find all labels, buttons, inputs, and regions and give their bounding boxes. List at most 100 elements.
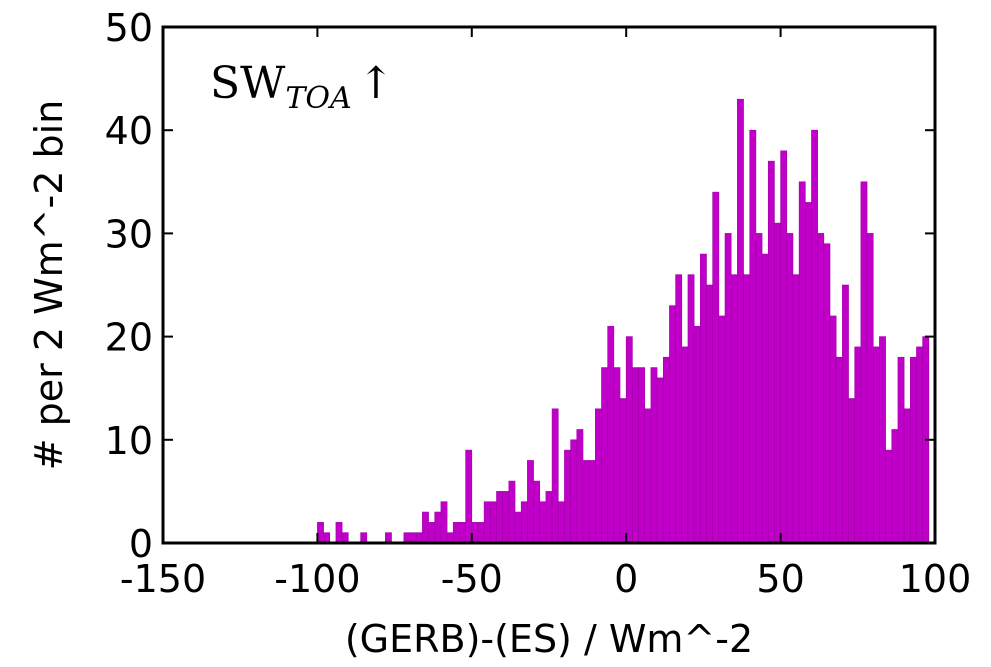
histogram-bar	[502, 491, 510, 544]
histogram-bar	[854, 346, 862, 544]
histogram-bar	[638, 367, 646, 544]
histogram-bar	[496, 491, 503, 544]
histogram-bar	[595, 408, 602, 544]
histogram-bar	[601, 367, 608, 544]
x-axis-ticks: -150 -100 -50 0 50 100	[120, 27, 971, 601]
bars-group	[317, 98, 930, 544]
histogram-bar	[798, 181, 806, 544]
histogram-bar	[755, 233, 763, 544]
x-axis-title: (GERB)-(ES) / Wm^-2	[345, 617, 753, 661]
histogram-bar	[848, 398, 856, 544]
y-tick-label: 30	[105, 212, 153, 256]
histogram-bar	[823, 243, 831, 544]
histogram-bar	[632, 367, 639, 544]
x-tick-label: -50	[441, 557, 503, 601]
histogram-bar	[588, 460, 596, 544]
histogram-bar	[607, 325, 615, 544]
histogram-bar	[477, 522, 485, 544]
histogram-bar	[385, 532, 392, 544]
histogram-bar	[483, 501, 491, 544]
y-tick-label: 10	[105, 419, 153, 463]
histogram-bar	[835, 356, 843, 544]
histogram-bar	[465, 449, 473, 544]
y-axis-title: # per 2 Wm^-2 bin	[27, 100, 71, 471]
histogram-bar	[780, 150, 788, 544]
histogram-bar	[341, 532, 349, 544]
histogram-bar	[700, 253, 707, 544]
histogram-bar	[650, 367, 658, 544]
x-tick-label: -100	[274, 557, 360, 601]
histogram-bar	[533, 480, 541, 544]
histogram-bar	[743, 274, 751, 544]
histogram-bar	[909, 356, 917, 544]
histogram-bar	[422, 511, 429, 544]
histogram-bar	[792, 274, 800, 544]
histogram-bar	[730, 274, 738, 544]
histogram-bar	[360, 532, 368, 544]
histogram-bar	[805, 202, 812, 544]
histogram-bar	[767, 160, 775, 544]
histogram-bar	[490, 501, 497, 544]
x-tick-label: 50	[756, 557, 804, 601]
histogram-bar	[551, 408, 559, 544]
histogram-bar	[440, 501, 448, 544]
x-tick-label: 0	[614, 557, 638, 601]
histogram-bar	[866, 233, 874, 544]
x-tick-label: 100	[899, 557, 972, 601]
histogram-bar	[323, 532, 331, 544]
histogram-bar	[897, 356, 905, 544]
histogram-bar	[459, 522, 466, 544]
histogram-bar	[428, 522, 436, 544]
histogram-bar	[539, 501, 547, 544]
y-tick-label: 40	[105, 109, 153, 153]
histogram-bar	[681, 346, 689, 544]
histogram-bar	[446, 532, 454, 544]
histogram-bar	[829, 315, 837, 544]
y-tick-label: 0	[129, 522, 153, 566]
histogram-bar	[545, 491, 553, 544]
histogram-bar	[415, 532, 423, 544]
histogram-bar	[625, 336, 633, 544]
histogram-bar	[842, 284, 849, 544]
histogram-bar	[452, 522, 460, 544]
histogram-bar	[774, 222, 781, 544]
histogram-bar	[527, 460, 534, 544]
histogram-bar	[514, 511, 522, 544]
histogram-bar	[644, 408, 652, 544]
histogram-bar	[662, 356, 670, 544]
histogram-bar	[576, 429, 584, 544]
histogram-bar	[613, 367, 621, 544]
histogram-bar	[675, 274, 683, 544]
histogram-bar	[335, 522, 343, 544]
histogram-bar	[434, 511, 442, 544]
y-axis-ticks: 0 10 20 30 40 50	[105, 6, 935, 566]
histogram-bar	[860, 181, 868, 544]
histogram-bar	[885, 449, 893, 544]
histogram-bar	[872, 346, 880, 544]
histogram-bar	[619, 398, 627, 544]
histogram-bar	[508, 480, 516, 544]
histogram-bar	[761, 253, 769, 544]
histogram-bar	[669, 305, 676, 544]
histogram-bar	[817, 233, 825, 544]
histogram-bar	[706, 284, 713, 544]
chart-annotation: SWTOA ↑	[210, 58, 395, 116]
histogram-bar	[724, 233, 732, 544]
histogram-bar	[564, 449, 571, 544]
histogram-bar	[712, 191, 720, 544]
plot-frame	[161, 25, 937, 545]
y-tick-label: 50	[105, 6, 153, 50]
histogram-bar	[903, 408, 911, 544]
histogram-bar	[520, 501, 528, 544]
histogram-bar	[656, 377, 664, 544]
histogram-bar	[693, 325, 701, 544]
histogram-bar	[811, 129, 818, 544]
histogram-bar	[687, 274, 695, 544]
histogram-bar	[570, 439, 578, 544]
y-tick-label: 20	[105, 316, 153, 360]
histogram-bar	[916, 346, 923, 544]
annotation-main: SW	[210, 58, 286, 109]
annotation-subscript: TOA	[285, 81, 351, 116]
histogram-bar	[403, 532, 411, 544]
